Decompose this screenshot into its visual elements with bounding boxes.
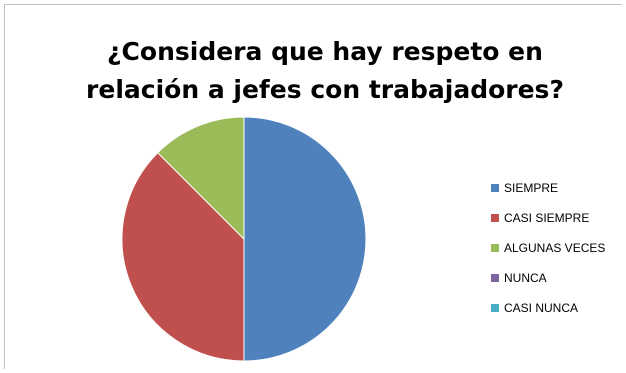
legend-swatch-siempre xyxy=(491,184,499,192)
legend-item-casi-siempre: CASI SIEMPRE xyxy=(491,203,605,233)
legend-swatch-algunas-veces xyxy=(491,244,499,252)
chart-title-line-1: ¿Considera que hay respeto en xyxy=(107,37,543,66)
legend-item-siempre: SIEMPRE xyxy=(491,173,605,203)
pie-plot xyxy=(121,116,367,362)
chart-title: ¿Considera que hay respeto en relación a… xyxy=(65,33,585,109)
pie-slice-siempre xyxy=(243,116,367,362)
chart-title-line-2: relación a jefes con trabajadores? xyxy=(86,75,564,104)
legend: SIEMPRE CASI SIEMPRE ALGUNAS VECES NUNCA… xyxy=(491,173,605,323)
pie-slice-algunas-veces xyxy=(157,116,245,241)
legend-swatch-casi-siempre xyxy=(491,214,499,222)
legend-label-casi-nunca: CASI NUNCA xyxy=(504,301,579,315)
legend-swatch-casi-nunca xyxy=(491,304,499,312)
legend-label-nunca: NUNCA xyxy=(504,271,547,285)
legend-item-algunas-veces: ALGUNAS VECES xyxy=(491,233,605,263)
legend-item-nunca: NUNCA xyxy=(491,263,605,293)
legend-swatch-nunca xyxy=(491,274,499,282)
legend-label-siempre: SIEMPRE xyxy=(504,181,559,195)
legend-label-casi-siempre: CASI SIEMPRE xyxy=(504,211,590,225)
legend-label-algunas-veces: ALGUNAS VECES xyxy=(504,241,606,255)
pie-slice-casi-siempre xyxy=(121,152,245,362)
chart-area: ¿Considera que hay respeto en relación a… xyxy=(4,4,622,369)
legend-item-casi-nunca: CASI NUNCA xyxy=(491,293,605,323)
